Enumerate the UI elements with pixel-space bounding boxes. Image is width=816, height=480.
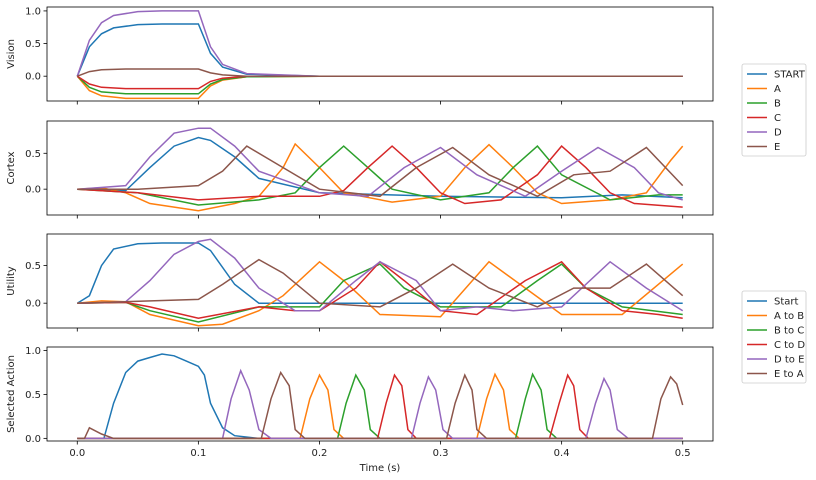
series-line-e bbox=[77, 145, 684, 198]
x-tick-label: 0.1 bbox=[190, 448, 206, 459]
series-line-d bbox=[77, 368, 683, 440]
series-line-b bbox=[77, 145, 683, 206]
x-tick-label: 0.4 bbox=[554, 448, 570, 459]
legend-entry: C bbox=[774, 113, 781, 124]
legend-entry: E to A bbox=[774, 369, 804, 380]
series-line-a bbox=[76, 75, 683, 100]
legend-entry: Start bbox=[774, 297, 799, 308]
legend-entry: A to B bbox=[774, 311, 804, 322]
axes-frame bbox=[46, 233, 714, 329]
legend-entry: D to E bbox=[774, 355, 804, 366]
series-line-d-to-e bbox=[77, 238, 684, 312]
y-tick-label: 0.5 bbox=[25, 261, 41, 272]
series-line-e bbox=[77, 68, 683, 77]
y-axis-label: Selected Action bbox=[6, 355, 17, 433]
legend-entry: START bbox=[774, 70, 806, 81]
series-line-d bbox=[76, 10, 683, 77]
series-line-d bbox=[77, 127, 683, 201]
x-tick-label: 0.5 bbox=[675, 448, 691, 459]
y-tick-label: 0.0 bbox=[25, 185, 41, 196]
axes-frame bbox=[46, 6, 714, 102]
y-tick-label: 0.5 bbox=[25, 149, 41, 160]
legend-box bbox=[741, 63, 807, 157]
y-tick-label: 0.5 bbox=[25, 39, 41, 50]
legend-entry: A bbox=[774, 84, 781, 95]
series-line-start bbox=[77, 136, 683, 199]
series-line-c-to-d bbox=[77, 260, 683, 319]
series-line-b bbox=[76, 75, 683, 95]
series-line-b-to-c bbox=[77, 263, 683, 323]
series-line-a-to-b bbox=[77, 260, 684, 327]
x-tick-label: 0.3 bbox=[433, 448, 449, 459]
y-tick-label: 1.0 bbox=[25, 346, 41, 357]
y-tick-label: 0.0 bbox=[25, 72, 41, 83]
legend-entry: B to C bbox=[774, 326, 804, 337]
legend-3: Start A to B B to C C to D D to E E to A bbox=[741, 290, 807, 384]
series-line-c bbox=[76, 75, 683, 90]
y-tick-label: 0.0 bbox=[25, 434, 41, 445]
series-line-a bbox=[77, 142, 684, 212]
series-line-e-to-a bbox=[77, 258, 684, 308]
y-axis-label: Cortex bbox=[6, 151, 17, 184]
subplot-1: 0.0 0.5 1.0 Vision bbox=[6, 6, 714, 105]
subplot-3: 0.0 0.5 Utility bbox=[6, 233, 714, 332]
legend-entry: E bbox=[774, 142, 780, 153]
subplot-4: 0.0 0.5 1.0 0.0 0.1 0.2 0.3 0.4 0.5 Selected Acti… bbox=[6, 346, 714, 474]
legend-entry: D bbox=[774, 128, 782, 139]
x-tick-label: 0.0 bbox=[69, 448, 85, 459]
y-tick-label: 1.0 bbox=[25, 6, 41, 17]
series-line-c bbox=[77, 373, 683, 440]
subplot-2: 0.0 0.5 Cortex bbox=[6, 120, 714, 219]
x-axis-label: Time (s) bbox=[359, 463, 401, 474]
x-tick-label: 0.2 bbox=[312, 448, 328, 459]
series-line-start bbox=[76, 242, 683, 304]
axes-frame bbox=[46, 346, 714, 442]
legend-entry: C to D bbox=[774, 340, 805, 351]
series-line-start bbox=[77, 353, 683, 440]
legend-box bbox=[741, 290, 807, 384]
y-axis-label: Utility bbox=[6, 266, 17, 295]
y-axis-label: Vision bbox=[6, 39, 17, 69]
y-tick-label: 0.5 bbox=[25, 390, 41, 401]
series-line-c bbox=[77, 145, 683, 208]
series-line-e bbox=[77, 370, 684, 440]
legend-entry: B bbox=[774, 99, 781, 110]
y-tick-label: 0.0 bbox=[25, 299, 41, 310]
axes-frame bbox=[46, 120, 714, 216]
